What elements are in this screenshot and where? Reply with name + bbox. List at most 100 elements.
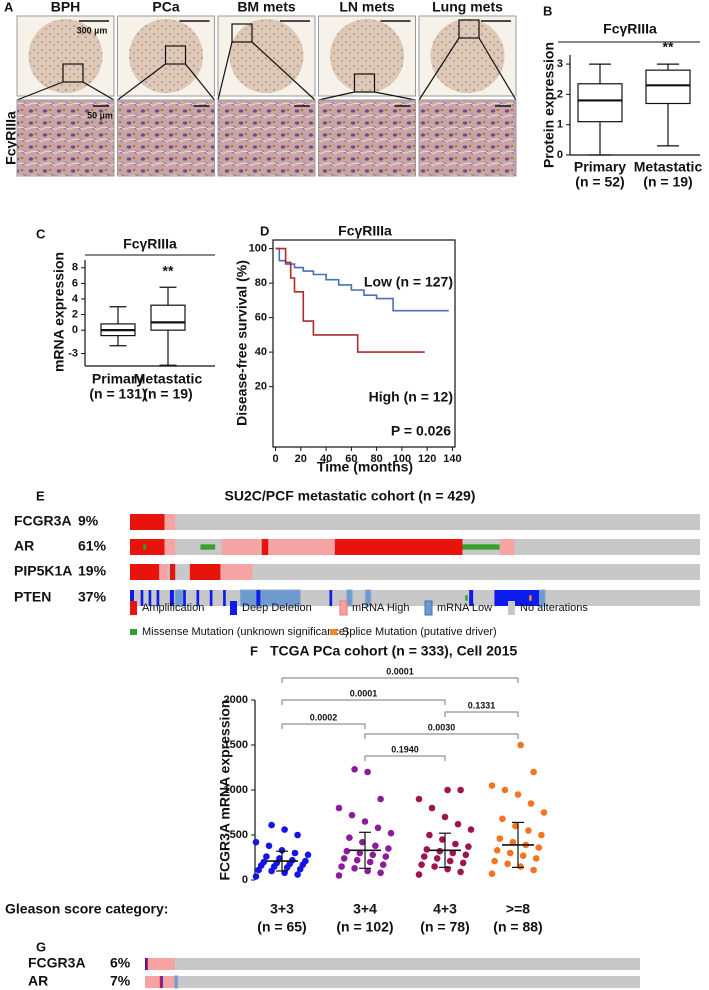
x-tick-label: 3+4	[353, 901, 377, 917]
alteration	[196, 590, 200, 606]
column-title: Lung mets	[432, 0, 503, 15]
data-point	[340, 855, 348, 862]
alteration	[130, 514, 165, 530]
data-point	[335, 872, 343, 879]
alteration	[169, 564, 176, 580]
alteration	[183, 590, 186, 606]
alteration	[469, 590, 474, 606]
chart-title: FcγRIIIa	[123, 236, 177, 252]
data-point	[444, 786, 451, 794]
alteration	[465, 595, 468, 601]
data-point	[462, 851, 470, 859]
series-label: Low (n = 127)	[364, 274, 453, 290]
data-point	[496, 835, 504, 842]
zoom-line	[185, 63, 215, 101]
data-point	[488, 782, 496, 789]
comparison-bracket	[364, 755, 446, 761]
data-point	[374, 824, 382, 832]
data-point	[441, 813, 449, 821]
alteration	[140, 590, 144, 606]
x-tick-label: 100	[393, 453, 411, 465]
legend-label: Missense Mutation (unknown significance)	[142, 626, 349, 638]
legend-label: Deep Deletion	[242, 602, 312, 614]
zoom-line	[82, 81, 115, 101]
chart-title: FcγRIIIa	[338, 223, 392, 239]
data-point	[351, 865, 358, 872]
detail-image	[217, 99, 316, 177]
data-point	[294, 871, 301, 878]
data-point	[491, 857, 498, 865]
panel-letter: B	[543, 3, 552, 18]
zoom-line	[16, 81, 64, 101]
data-point	[538, 831, 545, 839]
y-tick-label: 1	[557, 119, 563, 131]
alteration	[529, 595, 532, 601]
significance: **	[163, 263, 174, 279]
alteration-percent: 9%	[78, 513, 99, 529]
alteration	[148, 590, 152, 606]
data-point	[452, 840, 459, 848]
data-point	[366, 858, 374, 866]
data-point	[499, 815, 506, 823]
data-point	[423, 846, 431, 853]
data-point	[387, 829, 395, 837]
data-point	[289, 856, 296, 864]
comparison-bracket	[444, 711, 519, 717]
survival-curve	[275, 247, 425, 353]
data-point	[420, 853, 428, 860]
y-tick-label: 100	[249, 243, 267, 255]
data-point	[338, 863, 345, 870]
n-label: (n = 88)	[493, 919, 542, 935]
data-point	[346, 834, 353, 841]
legend-label: Amplification	[142, 602, 204, 614]
alteration-percent: 6%	[110, 955, 131, 971]
y-tick-label: 6	[72, 277, 78, 289]
detail-image	[117, 99, 215, 177]
x-tick-label: 4+3	[433, 901, 457, 917]
x-tick-label: Metastatic	[634, 159, 703, 175]
zoom-line	[418, 37, 460, 101]
legend-swatch	[130, 601, 137, 615]
zoom-line	[251, 41, 316, 101]
y-tick-label: -3	[68, 347, 78, 359]
x-tick-label: 20	[295, 453, 307, 465]
gene-label: PTEN	[14, 589, 51, 605]
alteration	[189, 564, 221, 580]
data-point	[364, 768, 371, 776]
data-point	[372, 842, 379, 850]
y-tick-label: 1500	[224, 739, 248, 751]
x-tick-label: 80	[371, 453, 383, 465]
data-point	[382, 853, 390, 860]
data-point	[343, 847, 351, 855]
alteration	[156, 590, 160, 606]
y-tick-label: 8	[72, 262, 78, 274]
no-alteration-track	[130, 564, 700, 580]
no-alteration-track	[130, 590, 700, 606]
data-point	[540, 809, 548, 816]
zoom-line	[117, 63, 166, 101]
zoom-line	[318, 91, 355, 101]
data-point	[512, 822, 519, 830]
data-point	[433, 855, 441, 862]
alteration	[329, 590, 333, 606]
alteration	[130, 590, 134, 606]
data-point	[302, 857, 309, 865]
gene-label: FCGR3A	[14, 513, 72, 529]
legend-label: No alterations	[520, 602, 588, 614]
plot-frame	[272, 239, 456, 448]
y-tick-label: 20	[255, 381, 267, 393]
alteration	[143, 544, 146, 550]
x-tick-label: 0	[272, 453, 278, 465]
data-point	[509, 838, 517, 846]
detail-image	[318, 99, 416, 177]
no-alteration-track	[145, 958, 640, 970]
alteration	[364, 589, 372, 607]
alteration	[159, 564, 168, 580]
n-label: (n = 19)	[643, 174, 692, 190]
data-point	[459, 859, 467, 867]
y-axis-title: Disease-free survival (%)	[234, 260, 250, 426]
x-tick-label: 120	[418, 453, 436, 465]
alteration	[268, 539, 335, 555]
data-point	[351, 766, 358, 773]
